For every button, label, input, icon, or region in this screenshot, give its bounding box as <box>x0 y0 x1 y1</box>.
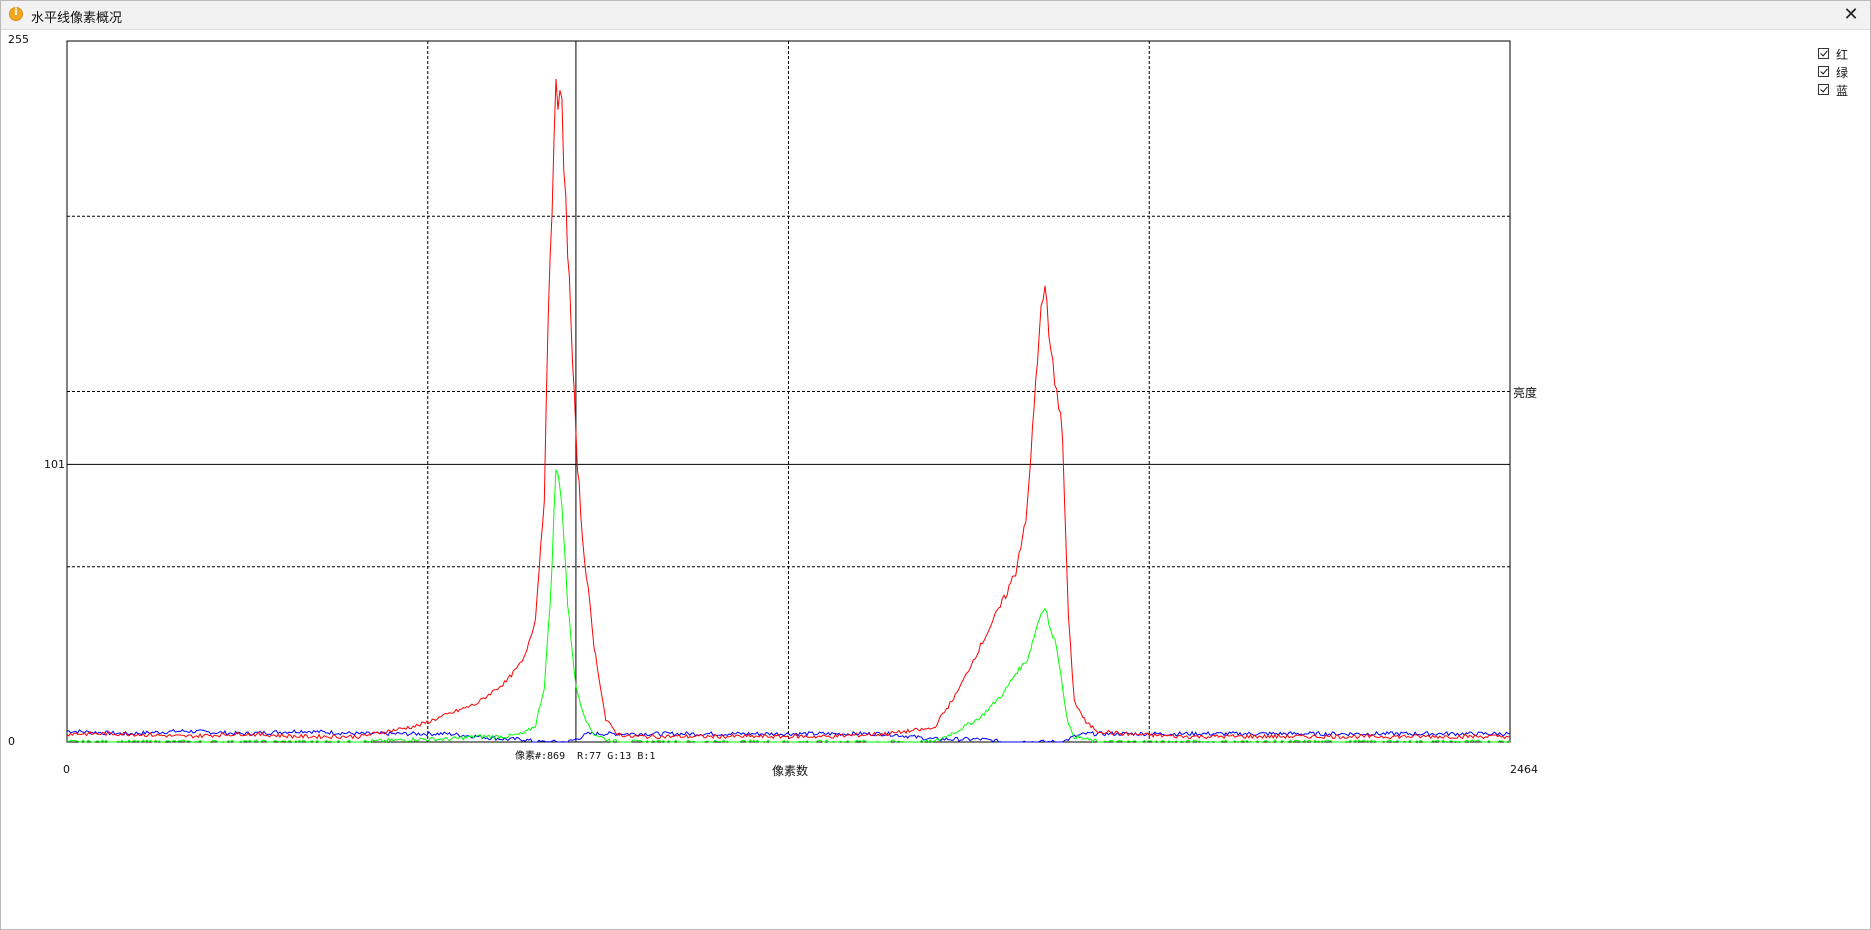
info-icon: i <box>9 7 23 21</box>
series-line-red <box>66 78 1511 740</box>
legend-green-label: 绿 <box>1836 66 1849 80</box>
y-axis-min-label: 0 <box>8 735 15 748</box>
legend-red-label: 红 <box>1836 48 1849 62</box>
y-axis-cursor-label: 101 <box>44 458 65 471</box>
series-lines <box>66 78 1511 743</box>
cursor-lines <box>67 41 1510 742</box>
window-title: 水平线像素概况 <box>31 11 123 26</box>
checkbox-checked-icon <box>1818 48 1829 59</box>
checkbox-checked-icon <box>1818 84 1829 95</box>
series-line-blue <box>66 728 1510 743</box>
y-axis-max-label: 255 <box>8 33 29 46</box>
series-line-green <box>66 468 1511 743</box>
x-axis-min-label: 0 <box>63 763 70 776</box>
grid-lines <box>67 41 1510 742</box>
title-bar[interactable]: i 水平线像素概况 ✕ <box>1 1 1870 30</box>
close-button[interactable]: ✕ <box>1843 4 1859 25</box>
x-axis-max-label: 2464 <box>1510 763 1538 776</box>
legend-blue-label: 蓝 <box>1836 84 1849 98</box>
checkbox-checked-icon <box>1818 66 1829 77</box>
x-axis-title: 像素数 <box>772 764 809 778</box>
cursor-readout: 像素#:869 R:77 G:13 B:1 <box>515 751 656 762</box>
profile-chart[interactable] <box>7 31 1866 927</box>
chart-area: 255 101 0 亮度 0 像素数 2464 像素#:869 R:77 G:1… <box>7 31 1866 927</box>
y-axis-title: 亮度 <box>1513 386 1538 400</box>
